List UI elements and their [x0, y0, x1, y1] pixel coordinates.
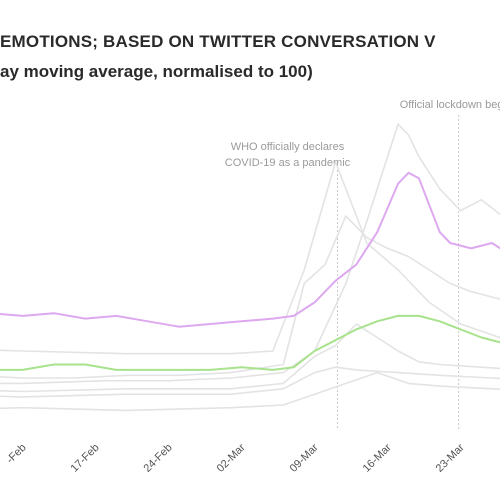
x-tick-label: 24-Feb — [142, 442, 175, 475]
who-annotation-line-2: COVID-19 as a pandemic — [225, 157, 351, 169]
x-tick-label: -Feb — [4, 442, 28, 466]
series-line-green-2 — [0, 314, 500, 371]
series-line-gray-4 — [0, 215, 500, 379]
event-markers — [336, 115, 460, 430]
chart-title: EMOTIONS; BASED ON TWITTER CONVERSATION … — [0, 32, 436, 51]
x-tick-label: 02-Mar — [215, 441, 248, 474]
x-tick-label: 23-Mar — [434, 441, 467, 474]
x-tick-label: 16-Mar — [361, 441, 394, 474]
x-axis-ticks: -Feb 17-Feb 24-Feb 02-Mar 09-Mar 16-Mar 23-Mar… — [4, 441, 467, 475]
chart-subtitle: ay moving average, normalised to 100) — [0, 62, 313, 81]
x-tick-label: 09-Mar — [288, 441, 321, 474]
who-annotation-line-1: WHO officially declares — [231, 141, 345, 153]
series-line-gray-3 — [0, 123, 500, 385]
series-line-gray-5 — [0, 161, 500, 355]
annotations: Official lockdown begins WHO officially d… — [225, 99, 500, 169]
series-line-violet-1 — [0, 171, 500, 328]
highlight-series-group — [0, 171, 500, 371]
gray-series-group — [0, 123, 500, 412]
x-tick-label: 17-Feb — [69, 442, 102, 475]
series-line-gray-8 — [0, 366, 500, 398]
series-line-gray-6 — [0, 323, 500, 393]
lockdown-annotation: Official lockdown begins — [400, 99, 500, 111]
series-line-gray-7 — [0, 371, 500, 412]
